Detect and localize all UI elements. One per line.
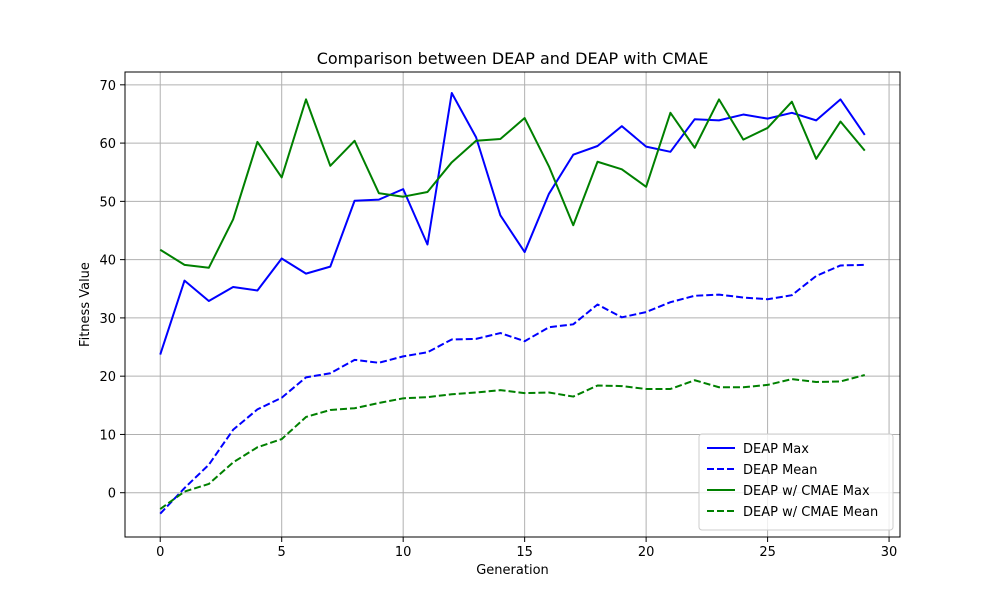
x-tick-label: 30 xyxy=(881,545,898,560)
axis-ticks: 0 5 10 15 20 25 30 0 10 20 30 40 50 60 70 xyxy=(99,79,897,560)
legend-entry-label: DEAP Max xyxy=(743,442,809,457)
x-tick-label: 20 xyxy=(638,545,655,560)
x-axis-label: Generation xyxy=(476,563,549,578)
y-tick-label: 20 xyxy=(99,370,116,385)
series-line-deap-mean xyxy=(159,263,865,515)
y-tick-label: 60 xyxy=(99,137,116,152)
y-tick-label: 70 xyxy=(99,79,116,94)
y-tick-label: 30 xyxy=(99,312,116,327)
legend-box xyxy=(698,433,894,531)
x-tick-label: 10 xyxy=(395,545,412,560)
y-tick-label: 50 xyxy=(99,195,116,210)
legend-entry-label: DEAP w/ CMAE Mean xyxy=(743,505,878,520)
y-axis-label: Fitness Value xyxy=(78,262,93,347)
series-line-deap-w-cmae-mean xyxy=(159,374,866,510)
x-tick-label: 5 xyxy=(278,545,286,560)
legend-entry-label: DEAP Mean xyxy=(743,463,818,478)
x-tick-label: 15 xyxy=(516,545,533,560)
grid xyxy=(125,72,900,537)
series-lines xyxy=(159,91,866,515)
series-line-deap-w-cmae-max xyxy=(159,98,866,269)
chart-title: Comparison between DEAP and DEAP with CM… xyxy=(317,49,709,68)
x-tick-label: 25 xyxy=(759,545,776,560)
y-tick-label: 10 xyxy=(99,428,116,443)
legend: DEAP Max DEAP Mean DEAP w/ CMAE Max DEAP w/… xyxy=(698,433,894,531)
legend-entry-label: DEAP w/ CMAE Max xyxy=(743,484,870,499)
x-tick-label: 0 xyxy=(156,545,164,560)
plot-area-frame xyxy=(124,71,901,538)
series-line-deap-max xyxy=(159,91,866,355)
y-tick-label: 0 xyxy=(108,487,116,502)
y-tick-label: 40 xyxy=(99,254,116,269)
